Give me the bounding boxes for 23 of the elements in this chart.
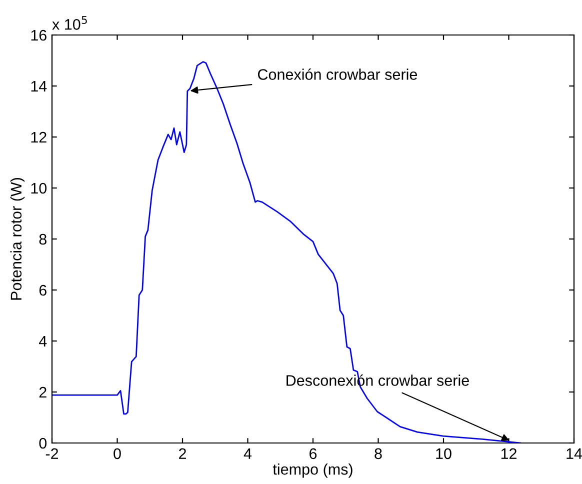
y-tick-label: 0 <box>39 438 47 449</box>
y-tick-label: 4 <box>38 336 47 347</box>
x-axis-title: tiempo (ms) <box>272 463 352 478</box>
y-tick-label: 10 <box>31 182 47 194</box>
x-tick-label: 0 <box>114 448 121 460</box>
y-tick-label: 6 <box>39 284 46 296</box>
line-series <box>52 61 522 443</box>
text: x 10$^{5}$ <box>52 16 87 30</box>
x-tick-label: 12 <box>501 448 516 459</box>
y-tick-label: 8 <box>39 234 46 245</box>
y-tick-label: 16 <box>31 30 46 41</box>
x-tick-label: 2 <box>179 448 186 459</box>
x-tick-label: 6 <box>310 448 317 460</box>
y-axis-title: Potencia rotor (W) <box>10 178 25 300</box>
x-tick-label: 14 <box>566 448 582 459</box>
y-tick-label: 12 <box>31 132 46 143</box>
x-tick-label: 10 <box>436 448 452 460</box>
x-tick-label: 4 <box>244 448 252 459</box>
y-tick-label: 2 <box>39 386 46 398</box>
x-tick-label: -2 <box>46 448 58 459</box>
y-tick-label: 14 <box>31 81 47 92</box>
x-tick-label: 8 <box>374 448 382 460</box>
annotation: Conexión crowbar serie <box>258 68 418 80</box>
